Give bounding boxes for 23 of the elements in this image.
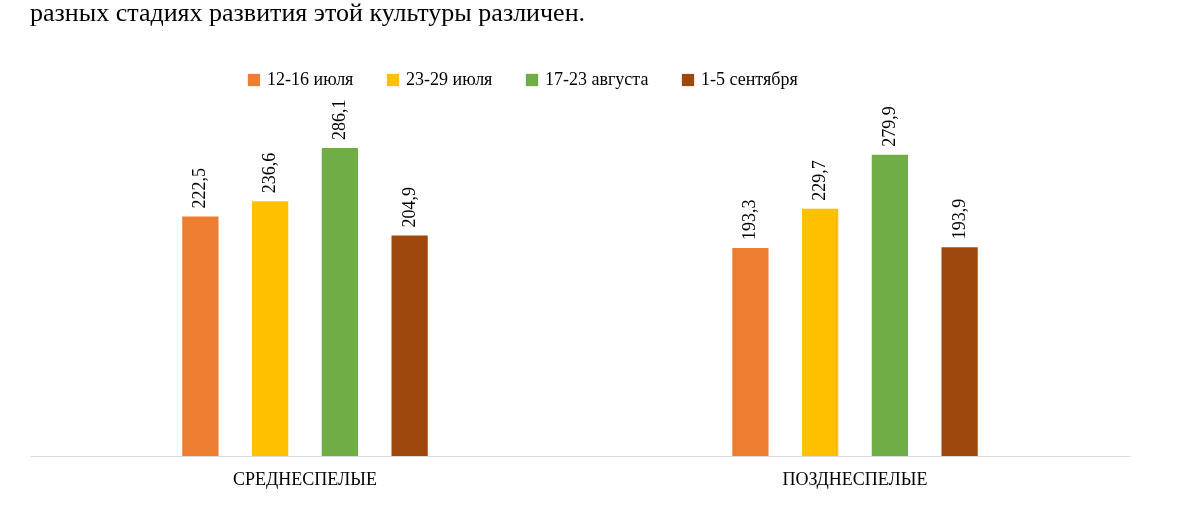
bar bbox=[801, 208, 839, 456]
x-tick-label: ПОЗДНЕСПЕЛЫЕ bbox=[782, 468, 928, 489]
legend-label: 12-16 июля bbox=[267, 69, 354, 89]
bar bbox=[732, 247, 769, 456]
legend-label: 23-29 июля bbox=[406, 69, 493, 89]
bar bbox=[871, 154, 909, 456]
data-label: 222,5 bbox=[189, 167, 210, 209]
bar bbox=[251, 201, 289, 456]
x-tick-label: СРЕДНЕСПЕЛЫЕ bbox=[233, 468, 377, 489]
bar bbox=[941, 247, 978, 456]
data-label: 193,9 bbox=[948, 198, 969, 240]
data-label: 236,6 bbox=[259, 152, 280, 194]
data-label: 193,3 bbox=[739, 199, 760, 240]
data-label: 286,1 bbox=[328, 99, 349, 140]
legend-label: 1-5 сентября bbox=[701, 69, 798, 89]
data-label: 229,7 bbox=[809, 160, 830, 201]
legend-label: 17-23 августа bbox=[545, 69, 649, 89]
data-label: 204,9 bbox=[398, 186, 419, 228]
bar bbox=[391, 235, 428, 456]
text: разных стадиях развития этой культуры различен. bbox=[30, 0, 586, 27]
data-label: 279,9 bbox=[878, 106, 899, 147]
bar bbox=[182, 216, 219, 456]
bar bbox=[321, 147, 359, 456]
